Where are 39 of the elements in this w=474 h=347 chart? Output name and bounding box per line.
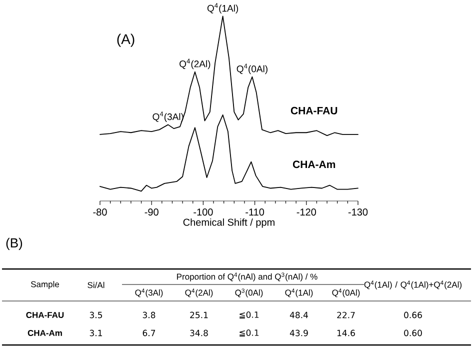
x-tick-label: -80 <box>93 208 107 216</box>
text: 43.9 <box>290 330 308 336</box>
category-label: CHA-Am <box>28 330 62 336</box>
annotation: Q$^{4}$(1Al) <box>207 3 238 14</box>
x-tick-label: -120 <box>296 208 316 216</box>
text: (B) <box>6 238 22 250</box>
text: 48.4 <box>290 312 308 318</box>
text: 6.7 <box>142 330 156 336</box>
category-label: Q$^{3}$(0Al) <box>235 288 263 298</box>
text: 0.60 <box>404 330 422 336</box>
x-tick-label: -110 <box>246 208 264 216</box>
category-label: Q$^{4}$(2Al) <box>185 288 213 298</box>
text: Proportion of Q$^{4}$(nAl) and Q$^{3}$(nAl) / % <box>177 272 318 282</box>
text: ≦0.1 <box>240 311 259 318</box>
category-label: Q$^{4}$(0Al) <box>332 288 360 298</box>
category-label: Q$^{4}$(1Al) / Q$^{4}$(1Al)+Q$^{4}$(2Al) <box>364 280 462 290</box>
text: (A) <box>117 34 134 47</box>
text: 3.5 <box>90 312 102 318</box>
text: 3.8 <box>142 312 156 318</box>
x-tick-label: -100 <box>194 208 213 216</box>
series-label: CHA-Am <box>292 160 336 168</box>
text: 25.1 <box>190 312 208 318</box>
x-tick-label: -90 <box>144 208 158 216</box>
annotation: Q$^{4}$(0Al) <box>236 64 268 74</box>
series-label: CHA-FAU <box>290 106 338 114</box>
text: 14.6 <box>337 330 355 336</box>
category-label: Q$^{4}$(1Al) <box>285 288 313 298</box>
text: ≦0.1 <box>240 329 259 336</box>
category-label: Sample <box>30 281 60 289</box>
text: 0.66 <box>404 312 422 318</box>
text: 34.8 <box>190 330 208 336</box>
category-label: Si/Al <box>88 282 104 288</box>
x-tick-label: -130 <box>348 208 368 216</box>
text: 22.7 <box>337 312 355 318</box>
category-label: Q$^{4}$(3Al) <box>135 288 163 298</box>
text: 3.1 <box>90 330 102 336</box>
category-label: CHA-FAU <box>26 312 64 318</box>
x-axis-title: Chemical Shift / ppm <box>183 218 274 228</box>
annotation: Q$^{4}$(2Al) <box>180 58 210 70</box>
